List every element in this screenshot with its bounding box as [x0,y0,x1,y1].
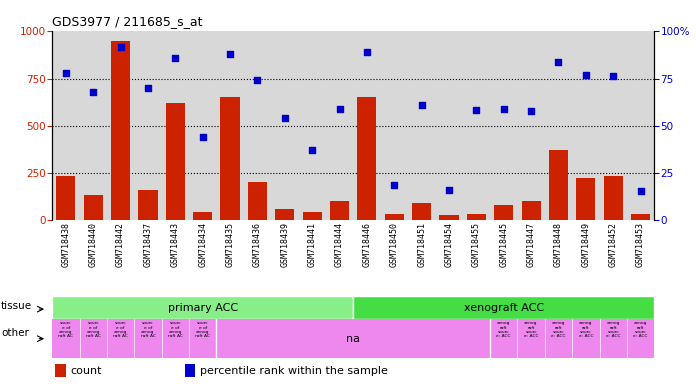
Text: xenograft ACC: xenograft ACC [464,303,544,313]
Text: tissue: tissue [1,301,32,311]
Text: GSM718439: GSM718439 [280,222,290,267]
Text: GSM718434: GSM718434 [198,222,207,267]
Text: sourc
e of
xenog
raft AC: sourc e of xenog raft AC [196,321,210,338]
Bar [221,98,239,220]
Text: primary ACC: primary ACC [168,303,238,313]
Text: GSM718438: GSM718438 [61,222,70,267]
Bar [385,214,404,220]
Text: na: na [346,334,361,344]
Bar [55,364,66,377]
Bar [412,203,432,220]
Point [388,182,400,188]
Text: percentile rank within the sample: percentile rank within the sample [200,366,388,376]
Text: xenog
raft
sourc
e: ACC: xenog raft sourc e: ACC [633,321,648,338]
Point [443,187,454,193]
Bar [603,176,623,220]
Bar [631,214,650,220]
Bar [111,41,130,220]
Text: GSM718453: GSM718453 [636,222,645,267]
Bar [166,103,185,220]
Text: GSM718451: GSM718451 [417,222,426,267]
Text: GSM718448: GSM718448 [554,222,563,267]
Text: GSM718452: GSM718452 [609,222,617,267]
Text: GDS3977 / 211685_s_at: GDS3977 / 211685_s_at [52,15,203,28]
Point [553,58,564,65]
Text: xenog
raft
sourc
e: ACC: xenog raft sourc e: ACC [578,321,593,338]
Text: GSM718450: GSM718450 [390,222,399,267]
Point [580,72,592,78]
Point [88,89,99,95]
Bar [521,201,541,220]
Point [635,188,646,194]
Text: GSM718441: GSM718441 [308,222,317,267]
Bar [549,150,568,220]
Text: GSM718455: GSM718455 [472,222,481,267]
Text: GSM718440: GSM718440 [89,222,97,267]
Text: other: other [1,328,29,338]
Text: sourc
e of
xenog
raft AC: sourc e of xenog raft AC [58,321,73,338]
Bar [275,209,294,220]
Text: GSM718447: GSM718447 [527,222,536,267]
Text: sourc
e of
xenog
raft AC: sourc e of xenog raft AC [141,321,155,338]
Point [361,49,372,55]
Text: sourc
e of
xenog
raft AC: sourc e of xenog raft AC [113,321,128,338]
Text: GSM718436: GSM718436 [253,222,262,267]
Point [498,106,509,112]
FancyBboxPatch shape [353,296,654,319]
Bar [84,195,103,220]
Bar [303,212,322,220]
Point [279,115,290,121]
Point [252,77,263,83]
Text: GSM718443: GSM718443 [171,222,180,267]
Text: count: count [70,366,102,376]
Text: GSM718435: GSM718435 [226,222,235,267]
Bar [467,214,486,220]
Bar [576,178,595,220]
Point [416,102,427,108]
Point [225,51,236,57]
Bar [193,212,212,220]
Text: GSM718454: GSM718454 [445,222,454,267]
Point [307,147,318,153]
FancyBboxPatch shape [52,296,353,319]
Point [143,85,154,91]
Bar [330,201,349,220]
Point [470,106,482,113]
Point [197,134,208,140]
Text: GSM718449: GSM718449 [581,222,590,267]
Text: xenog
raft
sourc
e: ACC: xenog raft sourc e: ACC [496,321,511,338]
Point [525,108,537,114]
Text: xenog
raft
sourc
e: ACC: xenog raft sourc e: ACC [524,321,538,338]
Point [334,106,345,112]
Bar [56,176,75,220]
Text: sourc
e of
xenog
raft AC: sourc e of xenog raft AC [86,321,101,338]
Bar [439,215,459,220]
Point [61,70,72,76]
Point [608,73,619,79]
Bar [184,364,196,377]
Text: GSM718444: GSM718444 [335,222,344,267]
Text: xenog
raft
sourc
e: ACC: xenog raft sourc e: ACC [606,321,620,338]
Bar [139,190,157,220]
Text: GSM718442: GSM718442 [116,222,125,267]
Point [115,43,126,50]
Text: GSM718445: GSM718445 [499,222,508,267]
Bar [248,182,267,220]
Text: xenog
raft
sourc
e: ACC: xenog raft sourc e: ACC [551,321,566,338]
Point [170,55,181,61]
Bar [494,205,514,220]
Text: GSM718437: GSM718437 [143,222,152,267]
Bar [357,98,377,220]
Text: sourc
e of
xenog
raft AC: sourc e of xenog raft AC [168,321,183,338]
Text: GSM718446: GSM718446 [363,222,372,267]
